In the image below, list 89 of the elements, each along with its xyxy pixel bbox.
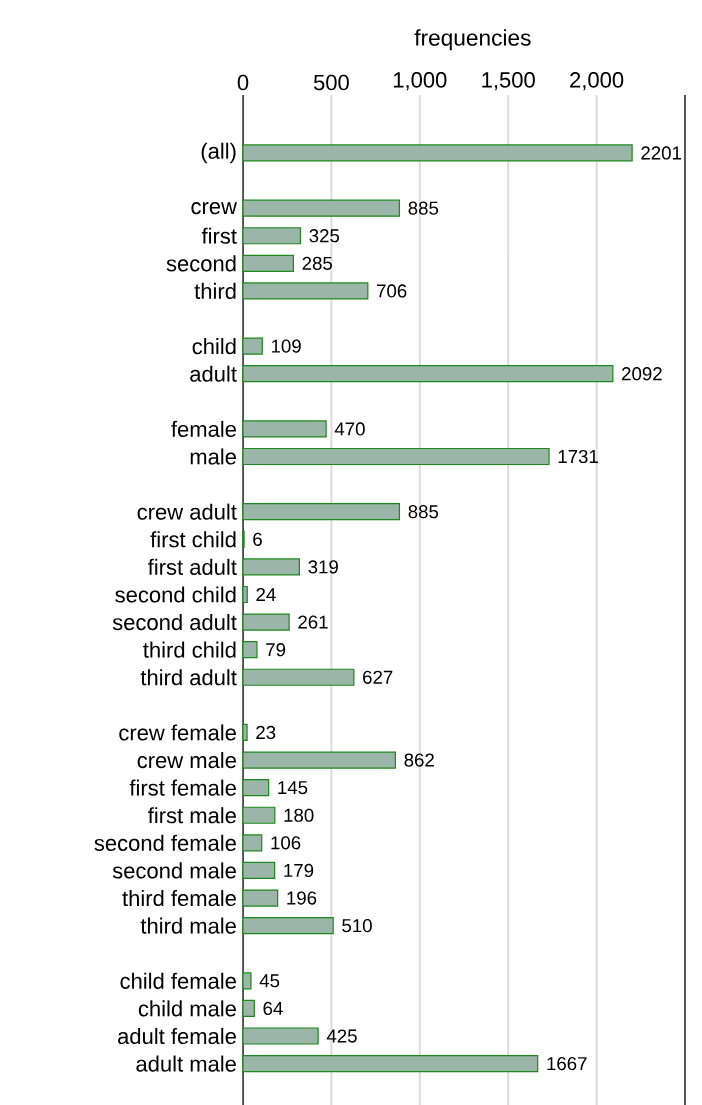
y-tick-label: third: [194, 282, 236, 300]
bar: [242, 503, 401, 521]
bar: [242, 144, 633, 162]
bar: [242, 337, 263, 355]
y-tick-label: crew male: [137, 751, 236, 769]
y-tick-label: third female: [122, 889, 236, 907]
bar: [242, 227, 302, 245]
data-label: 179: [284, 863, 314, 878]
y-tick-label: crew adult: [137, 503, 237, 520]
y-tick-label: second female: [94, 834, 236, 851]
y-tick-label: child female: [120, 972, 236, 989]
y-tick-label: first male: [148, 807, 236, 824]
y-tick-label: first child: [150, 531, 236, 548]
y-tick-label: crew female: [119, 724, 236, 741]
data-label: 1731: [558, 449, 598, 464]
data-label: 862: [404, 753, 434, 767]
data-label: 180: [284, 808, 314, 822]
y-tick-label: female: [171, 420, 236, 437]
bar: [242, 254, 294, 272]
data-label: 196: [287, 891, 317, 905]
data-label: 885: [408, 201, 439, 215]
bar: [242, 806, 276, 824]
x-tick-label: 500: [313, 74, 349, 91]
y-tick-label: (all): [201, 142, 236, 164]
bar: [242, 282, 369, 300]
bar: [242, 917, 334, 935]
data-label: 1667: [547, 1056, 587, 1071]
data-label: 706: [377, 284, 407, 298]
data-label: 425: [326, 1029, 357, 1043]
data-label: 470: [334, 422, 365, 436]
bar: [242, 420, 327, 438]
data-label: 885: [408, 505, 439, 519]
data-label: 325: [309, 229, 340, 243]
bar: [242, 365, 614, 383]
x-tick-label: 1,000: [393, 72, 447, 91]
y-tick-label: second male: [112, 862, 236, 879]
bar: [242, 668, 355, 686]
bar: [242, 199, 401, 217]
data-label: 627: [363, 670, 393, 684]
data-label: 23: [256, 725, 276, 740]
bar: [242, 613, 290, 631]
y-tick-label: first female: [129, 779, 236, 796]
data-label: 64: [263, 1001, 283, 1016]
data-label: 510: [342, 919, 372, 933]
y-tick-label: second adult: [112, 614, 237, 631]
y-tick-label: adult male: [136, 1055, 236, 1072]
y-tick-label: second child: [115, 586, 236, 603]
y-tick-label: second: [166, 255, 236, 272]
data-label: 319: [308, 560, 338, 574]
data-label: 2092: [622, 367, 662, 381]
bar: [242, 889, 279, 907]
data-label: 285: [302, 256, 333, 270]
y-tick-label: first adult: [148, 558, 237, 575]
data-label: 2201: [641, 146, 681, 160]
y-tick-label: third adult: [140, 669, 237, 686]
y-tick-label: male: [190, 448, 236, 465]
x-tick-label: 1,500: [482, 72, 535, 91]
data-label: 106: [271, 836, 301, 850]
data-label: 261: [298, 615, 328, 629]
bar: [242, 585, 248, 604]
data-label: 109: [271, 339, 301, 353]
data-label: 79: [266, 643, 286, 657]
x-tick-label: 2,000: [570, 72, 624, 91]
bar: [242, 558, 300, 576]
bar: [242, 751, 396, 769]
bar: [242, 999, 255, 1018]
bar: [242, 723, 248, 742]
data-label: 24: [256, 587, 276, 601]
y-tick-label: third child: [143, 641, 236, 658]
bar: [242, 834, 263, 852]
data-label: 45: [259, 974, 280, 988]
data-label: 6: [253, 532, 262, 546]
y-tick-label: first: [201, 227, 237, 244]
x-tick-label: 0: [237, 74, 249, 91]
bar: [242, 641, 258, 659]
bar: [242, 1027, 319, 1045]
y-tick-label: third male: [140, 917, 236, 934]
y-tick-label: adult: [190, 365, 237, 382]
data-label: 145: [278, 781, 308, 795]
y-tick-label: crew: [191, 202, 237, 215]
bar: [242, 1055, 539, 1073]
bar: [242, 779, 270, 797]
bar: [242, 447, 550, 466]
y-tick-label: adult female: [118, 1027, 236, 1045]
x-axis-title: frequencies: [414, 29, 531, 51]
y-tick-label: child male: [138, 1000, 236, 1017]
bar: [242, 972, 252, 990]
y-tick-label: child: [192, 338, 236, 355]
bar: [242, 861, 276, 880]
